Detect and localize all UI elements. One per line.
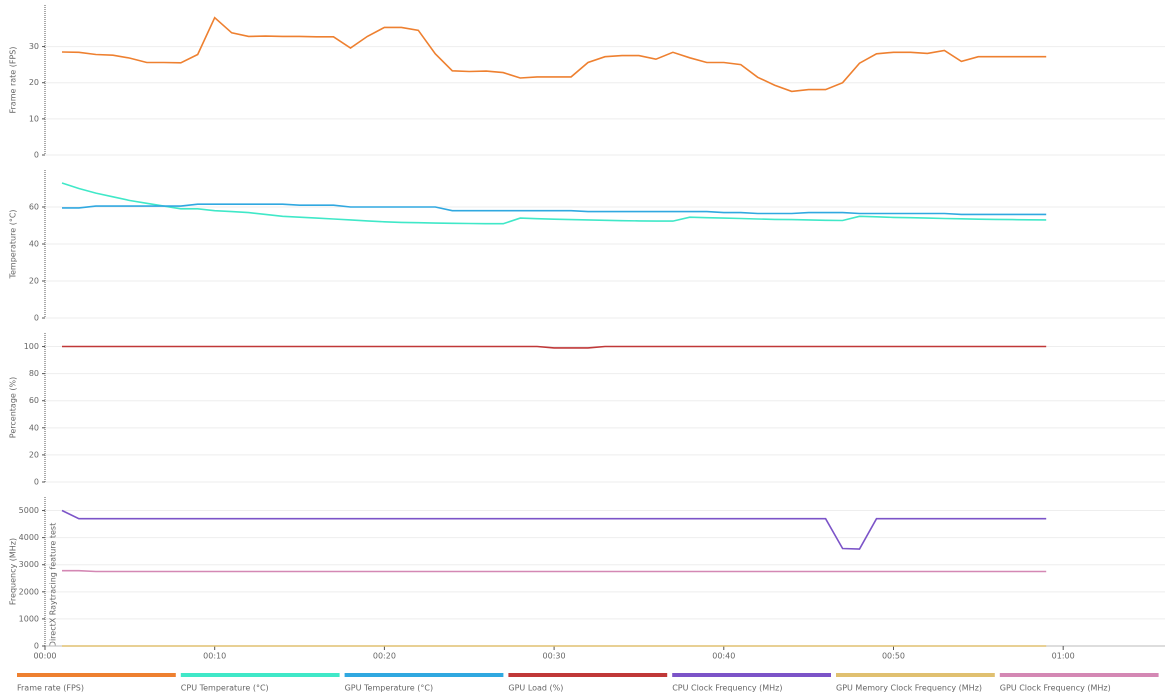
y-tick-label: 20 [29, 450, 39, 459]
legend-swatch [17, 673, 176, 677]
y-tick-label: 30 [29, 42, 39, 51]
legend-label: CPU Clock Frequency (MHz) [672, 684, 782, 693]
legend-swatch [508, 673, 668, 677]
data-line [62, 345, 1047, 349]
legend-label: GPU Clock Frequency (MHz) [1000, 684, 1111, 693]
y-axis-label: Percentage (%) [9, 377, 18, 438]
y-tick-label: 100 [24, 342, 39, 351]
y-tick-label: 0 [34, 478, 39, 487]
y-tick-label: 0 [34, 151, 39, 160]
legend-swatch [180, 673, 340, 677]
y-tick-label: 10 [29, 114, 39, 123]
y-tick-label: 1000 [19, 614, 39, 623]
y-tick-label: 3000 [19, 560, 39, 569]
legend-label: GPU Temperature (°C) [345, 684, 433, 693]
data-line [61, 16, 1047, 93]
legend-label: GPU Memory Clock Frequency (MHz) [836, 684, 982, 693]
y-tick-label: 60 [29, 203, 39, 212]
x-tick-label: 00:10 [203, 652, 226, 661]
x-tick-label: 00:40 [712, 652, 735, 661]
legend-label: GPU Load (%) [508, 684, 563, 693]
legend-label: CPU Temperature (°C) [181, 684, 269, 693]
x-tick-label: 00:00 [33, 652, 56, 661]
y-tick-label: 40 [29, 240, 39, 249]
x-tick-label: 00:20 [373, 652, 396, 661]
y-tick-label: 20 [29, 78, 39, 87]
y-axis-label: Frequency (MHz) [9, 538, 18, 605]
y-tick-label: 2000 [19, 587, 39, 596]
data-line [62, 569, 1047, 573]
legend-swatch [344, 673, 504, 677]
y-tick-label: 0 [34, 314, 39, 323]
x-tick-label: 00:50 [882, 652, 905, 661]
y-tick-label: 40 [29, 423, 39, 432]
data-line [61, 182, 1047, 225]
y-tick-label: 80 [29, 369, 39, 378]
y-tick-label: 0 [34, 642, 39, 651]
legend-swatch [999, 673, 1159, 677]
y-axis-label: Temperature (°C) [9, 209, 18, 279]
x-tick-label: 01:00 [1052, 652, 1075, 661]
y-axis-label: Frame rate (FPS) [9, 46, 18, 113]
legend-swatch [672, 673, 831, 677]
y-tick-label: 60 [29, 396, 39, 405]
annotation: DirectX Raytracing feature test [49, 523, 58, 647]
x-tick-label: 00:30 [543, 652, 566, 661]
y-tick-label: 5000 [19, 506, 39, 515]
data-line [62, 203, 1047, 216]
data-line [61, 509, 1047, 550]
legend-label: Frame rate (FPS) [17, 684, 84, 693]
legend-swatch [836, 673, 995, 677]
y-tick-label: 20 [29, 277, 39, 286]
y-tick-label: 4000 [19, 533, 39, 542]
